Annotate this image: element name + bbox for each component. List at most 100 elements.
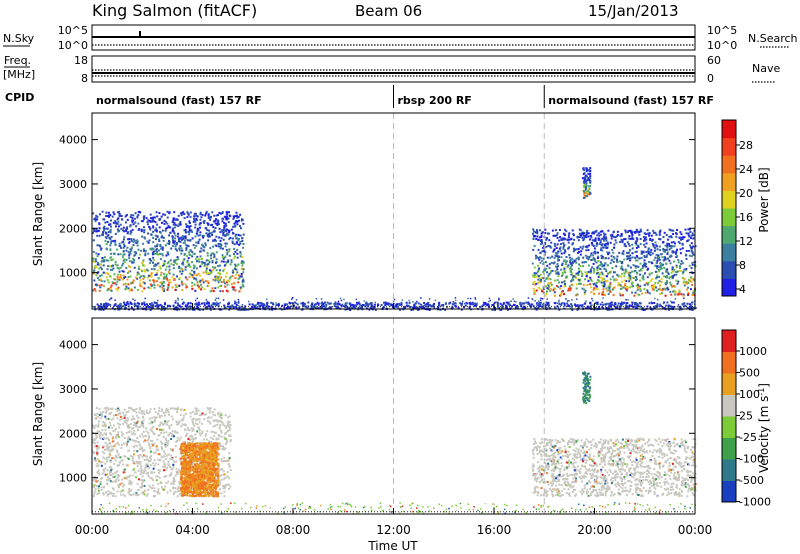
power-scatter-cell: [234, 277, 237, 279]
power-scatter-cell: [620, 262, 623, 265]
power-scatter-cell: [124, 282, 127, 285]
power-scatter-cell: [538, 258, 541, 261]
velocity-scatter-cell: [104, 425, 107, 428]
velocity-scatter-cell: [191, 427, 194, 430]
power-scatter-cell: [111, 215, 114, 218]
power-scatter-cell: [606, 279, 609, 282]
power-scatter-cell: [181, 282, 184, 285]
power-scatter-cell: [96, 272, 99, 275]
power-scatter-cell: [534, 283, 536, 286]
velocity-scatter-cell: [216, 420, 219, 423]
power-scatter-cell: [120, 276, 122, 279]
velocity-scatter-cell: [227, 425, 230, 428]
power-scatter-cell: [578, 280, 581, 283]
power-noise-cell: [339, 297, 342, 300]
velocity-scatter-cell: [96, 452, 99, 455]
power-scatter-cell: [357, 302, 360, 305]
power-scatter-cell: [173, 217, 176, 220]
power-scatter-cell: [238, 308, 241, 311]
velocity-scatter-cell: [213, 431, 216, 434]
power-scatter-cell: [669, 254, 672, 257]
power-scatter-cell: [248, 303, 251, 306]
power-scatter-cell: [538, 286, 541, 289]
power-scatter-cell: [120, 215, 123, 217]
power-scatter-cell: [116, 280, 119, 283]
power-scatter-cell: [116, 228, 119, 231]
power-scatter-cell: [666, 246, 669, 249]
power-scatter-cell: [437, 306, 440, 309]
power-scatter-cell: [556, 268, 559, 271]
power-scatter-cell: [533, 235, 536, 238]
power-scatter-cell: [217, 214, 219, 217]
power-scatter-cell: [221, 211, 224, 214]
power-scatter-cell: [591, 266, 594, 269]
power-scatter-cell: [143, 301, 146, 304]
velocity-scatter-cell: [103, 485, 105, 488]
power-scatter-cell: [601, 265, 604, 268]
power-scatter-cell: [544, 241, 547, 244]
power-scatter-cell: [154, 245, 157, 248]
velocity-scatter-cell: [215, 475, 218, 478]
power-scatter-cell: [240, 227, 242, 230]
power-scatter-cell: [596, 266, 599, 269]
power-scatter-cell: [635, 303, 638, 306]
velocity-scatter-cell: [123, 483, 125, 486]
power-scatter-cell: [109, 238, 112, 241]
velocity-scatter-cell: [161, 447, 163, 450]
power-scatter-cell: [226, 242, 229, 245]
power-scatter-cell: [223, 221, 226, 224]
power-scatter-cell: [662, 241, 665, 244]
velocity-scatter-cell: [227, 483, 229, 486]
velocity-scatter-cell: [167, 420, 170, 423]
power-scatter-cell: [119, 253, 122, 256]
power-scatter-cell: [638, 305, 641, 308]
power-scatter-cell: [583, 236, 586, 239]
power-scatter-cell: [188, 228, 191, 231]
power-reference-lines: [393, 113, 545, 309]
power-scatter-cell: [588, 256, 591, 259]
power-scatter-cell: [209, 290, 212, 293]
power-scatter-cell: [96, 276, 99, 279]
power-scatter-cell: [412, 307, 415, 309]
power-scatter-cell: [585, 275, 588, 278]
power-scatter-cell: [632, 284, 635, 287]
power-scatter-cell: [176, 249, 178, 252]
power-noise-cell: [631, 302, 634, 304]
power-scatter-cell: [544, 294, 547, 297]
power-scatter-cell: [225, 218, 228, 221]
velocity-scatter-cell: [218, 488, 221, 491]
velocity-scatter-cell: [199, 441, 202, 444]
power-scatter-cell: [590, 306, 593, 309]
power-scatter-cell: [666, 242, 669, 245]
power-scatter-cell: [136, 241, 139, 244]
power-noise-cell: [555, 307, 557, 309]
power-scatter-cell: [575, 287, 578, 290]
power-scatter-cell: [601, 277, 604, 280]
velocity-scatter-cell: [172, 418, 175, 421]
power-scatter-cell: [589, 254, 592, 257]
power-scatter-cell: [590, 252, 593, 255]
power-scatter-cell: [468, 305, 471, 308]
power-scatter-cell: [589, 283, 592, 286]
power-scatter-cell: [188, 230, 191, 233]
velocity-scatter-cell: [103, 436, 105, 439]
power-scatter-cell: [172, 267, 175, 270]
velocity-scatter-cell: [166, 466, 168, 469]
power-scatter-cell: [129, 248, 132, 251]
power-scatter-cell: [560, 285, 563, 288]
power-scatter-cell: [241, 256, 244, 258]
power-scatter-cell: [228, 231, 231, 234]
power-scatter-cell: [640, 256, 643, 259]
velocity-scatter-cell: [112, 492, 115, 495]
power-scatter-cell: [199, 265, 202, 268]
power-scatter-cell: [207, 272, 210, 274]
power-scatter-cell: [546, 287, 549, 290]
power-scatter-cell: [551, 229, 554, 232]
power-scatter-cell: [226, 251, 229, 254]
power-scatter-cell: [354, 307, 357, 310]
power-scatter-cell: [154, 234, 157, 237]
power-scatter-cell: [185, 247, 188, 250]
velocity-scatter-cell: [117, 476, 120, 479]
velocity-scatter-cell: [158, 492, 161, 495]
power-scatter-cell: [348, 306, 351, 309]
